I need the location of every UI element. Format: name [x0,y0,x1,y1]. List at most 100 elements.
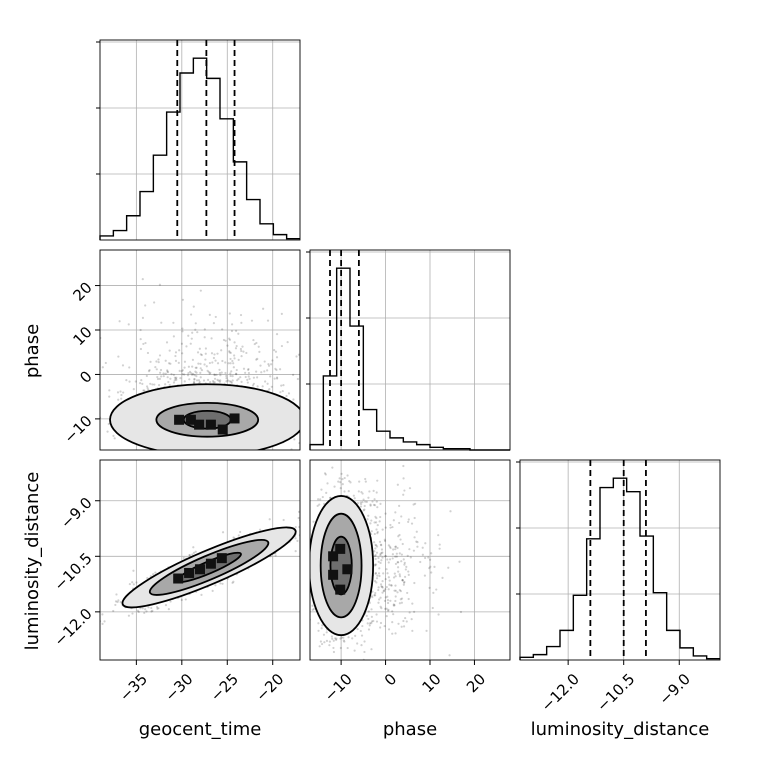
scatter-point [379,515,382,519]
scatter-point [369,504,372,507]
scatter-point [248,377,251,380]
scatter-point [385,568,388,571]
scatter-point [394,555,397,558]
scatter-point [390,584,393,587]
scatter-point [199,376,202,379]
panel-geocent_time-luminosity_distance [99,459,301,661]
panel-geocent_time-phase [99,249,301,451]
scatter-point [365,614,368,617]
scatter-point [408,487,412,490]
scatter-point [376,574,379,577]
scatter-point [162,372,165,375]
scatter-point [373,504,377,507]
scatter-point [396,546,399,550]
scatter-point [101,622,104,625]
scatter-point [157,384,161,387]
scatter-point [147,369,151,373]
y-axis-label-phase: phase [22,324,43,378]
scatter-point [374,557,377,561]
scatter-point [340,472,343,475]
scatter-point [346,474,349,477]
scatter-point [115,593,118,596]
scatter-point [356,627,359,631]
scatter-point [231,375,234,378]
scatter-point [391,553,394,556]
scatter-point [240,321,243,324]
scatter-point [388,583,391,586]
scatter-point [210,337,213,340]
scatter-point [377,586,380,589]
density-cell [229,413,240,424]
scatter-point [359,503,363,506]
scatter-point [370,620,374,623]
scatter-point [375,577,379,580]
scatter-point [437,534,440,537]
scatter-point [267,364,271,367]
scatter-point [396,483,399,486]
scatter-point [293,438,296,441]
scatter-point [447,566,450,569]
scatter-point [138,381,142,385]
scatter-point [428,586,431,590]
density-cell [174,414,185,425]
scatter-point [325,639,329,642]
scatter-point [380,607,383,610]
scatter-point [135,581,138,584]
scatter-point [354,634,357,637]
x-axis-label-geocent-time: geocent_time [139,719,262,740]
scatter-point [268,388,271,391]
scatter-point [234,372,238,375]
scatter-point [247,367,250,371]
scatter-point [385,607,388,610]
scatter-point [363,650,366,654]
scatter-point [259,364,262,367]
scatter-point [402,619,405,623]
scatter-point [250,319,254,322]
scatter-point [216,352,219,355]
scatter-point [141,382,144,385]
scatter-point [255,341,258,345]
scatter-point [258,350,261,353]
scatter-point [127,323,130,326]
scatter-point [376,523,379,527]
scatter-point [191,365,194,368]
scatter-point [296,539,299,542]
scatter-point [182,556,185,560]
scatter-point [406,554,409,557]
scatter-point [374,572,377,575]
scatter-point [367,514,370,517]
scatter-point [323,641,326,644]
scatter-point [392,604,395,607]
scatter-point [200,353,203,357]
scatter-point [392,519,395,522]
scatter-point [373,550,376,553]
scatter-point [367,610,370,613]
scatter-point [139,338,142,341]
scatter-point [233,357,236,360]
density-cell [185,414,196,425]
scatter-point [387,609,390,612]
scatter-point [273,349,276,352]
scatter-point [317,622,320,625]
scatter-point [368,622,372,625]
scatter-point [150,610,153,613]
scatter-point [280,344,284,348]
scatter-point [396,591,399,594]
scatter-point [366,518,369,521]
scatter-point [122,391,125,394]
scatter-point [377,556,380,560]
scatter-point [155,360,158,363]
scatter-point [193,378,196,381]
scatter-point [274,350,278,353]
scatter-point [376,530,379,534]
scatter-point [321,624,324,627]
scatter-point [388,545,392,548]
scatter-point [218,372,221,375]
scatter-point [231,323,234,326]
scatter-point [330,635,334,638]
scatter-point [393,604,396,607]
scatter-point [398,573,401,576]
scatter-point [408,548,411,551]
scatter-point [386,558,389,561]
